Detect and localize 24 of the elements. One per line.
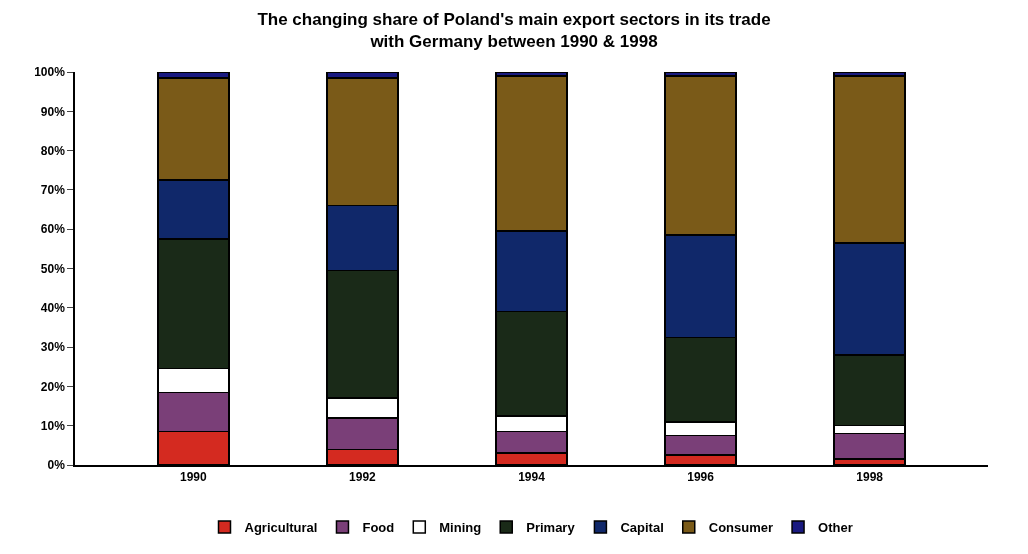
legend-label: Agricultural xyxy=(244,520,318,536)
x-tick-label: 1994 xyxy=(518,470,546,485)
legend-label: Consumer xyxy=(708,520,774,536)
legend-label: Mining xyxy=(439,520,482,536)
y-tick-label: 40% xyxy=(40,301,66,315)
legend-label: Primary xyxy=(526,520,576,536)
x-tick-label: 1996 xyxy=(687,470,715,485)
y-tick-label: 90% xyxy=(40,104,66,119)
y-tick-label: 20% xyxy=(40,379,66,394)
chart-title: The changing share of Poland's main export sectors in its trade with Germany between 1990 & 1998 xyxy=(257,9,771,52)
y-tick-label: 80% xyxy=(40,143,66,158)
y-tick-label: 30% xyxy=(40,340,66,355)
x-tick-label: 1992 xyxy=(349,470,377,485)
y-tick-label: 50% xyxy=(40,261,66,276)
y-tick-label: 60% xyxy=(40,222,66,237)
x-tick-label: 1998 xyxy=(856,470,884,485)
y-tick-label: 10% xyxy=(40,418,66,433)
legend-label: Capital xyxy=(620,520,664,536)
y-tick-label: 70% xyxy=(40,183,66,198)
y-tick-label: 0% xyxy=(47,458,66,473)
x-tick-label: 1990 xyxy=(180,470,208,485)
legend-label: Other xyxy=(818,520,853,536)
y-tick-label: 100% xyxy=(34,65,66,80)
legend-label: Food xyxy=(362,520,395,536)
